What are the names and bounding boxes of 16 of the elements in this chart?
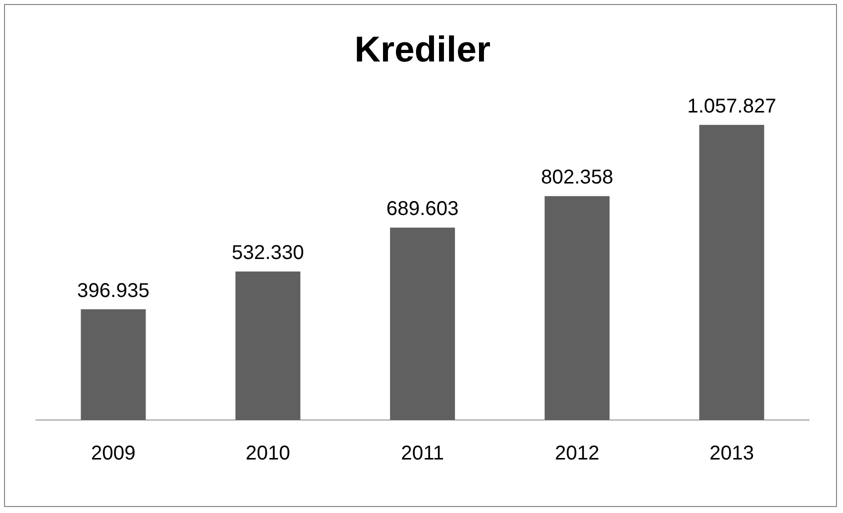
bar xyxy=(390,228,455,420)
data-label: 689.603 xyxy=(386,198,459,220)
x-tick-label: 2011 xyxy=(400,442,444,465)
x-tick-label: 2012 xyxy=(554,442,600,465)
data-label: 396.935 xyxy=(77,280,150,302)
data-label: 802.358 xyxy=(540,166,614,189)
chart-title: Krediler xyxy=(354,28,491,70)
bar xyxy=(235,271,300,420)
x-tick-label: 2009 xyxy=(91,442,136,465)
data-label: 1.057.827 xyxy=(687,95,776,118)
bar xyxy=(699,124,764,420)
data-label: 532.330 xyxy=(232,242,304,264)
bar xyxy=(544,196,610,420)
bar xyxy=(80,309,146,420)
x-tick-label: 2010 xyxy=(246,442,290,465)
x-tick-label: 2013 xyxy=(709,442,754,465)
